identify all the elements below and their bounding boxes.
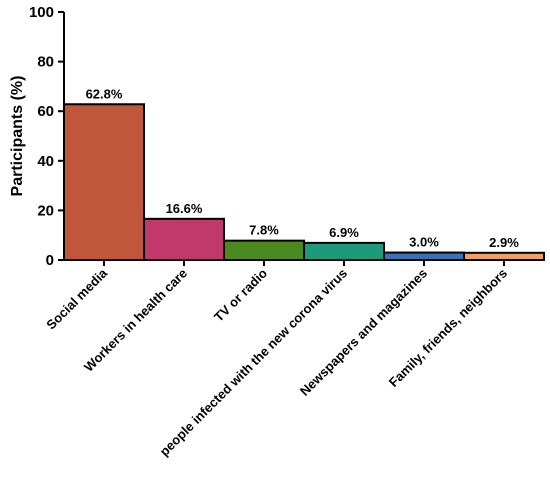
bar: [383, 251, 465, 261]
data-labels: 62.8% 16.6% 7.8% 6.9% 3.0% 2.9%: [86, 86, 520, 250]
bar-value-label: 2.9%: [489, 235, 519, 250]
bar: [63, 103, 145, 261]
y-tick-label: 40: [37, 153, 54, 170]
bar: [463, 251, 545, 261]
y-tick-label: 20: [37, 202, 54, 219]
bar-value-label: 16.6%: [166, 201, 203, 216]
y-axis-ticks: 0 20 40 60 80 100: [29, 4, 64, 269]
bar-value-label: 3.0%: [409, 235, 439, 250]
y-tick-label: 0: [46, 252, 54, 269]
bar-value-label: 6.9%: [329, 225, 359, 240]
bar-value-label: 7.8%: [249, 223, 279, 238]
bar-value-label: 62.8%: [86, 86, 123, 101]
axes: [63, 12, 544, 261]
bar: [223, 239, 305, 262]
y-axis-label: Participants (%): [9, 76, 26, 197]
y-axis-label-group: Participants (%): [9, 76, 26, 197]
bars: [63, 103, 545, 262]
x-category-label: TV or radio: [211, 265, 270, 324]
y-tick-label: 60: [37, 103, 54, 120]
bar: [143, 217, 225, 261]
bar: [303, 241, 385, 261]
x-category-label: Newspapers and magazines: [297, 266, 430, 399]
x-category-label: Social media: [43, 265, 110, 332]
x-category-label: people infected with the new corona viru…: [157, 266, 350, 459]
y-tick-label: 100: [29, 4, 54, 21]
y-tick-label: 80: [37, 54, 54, 71]
